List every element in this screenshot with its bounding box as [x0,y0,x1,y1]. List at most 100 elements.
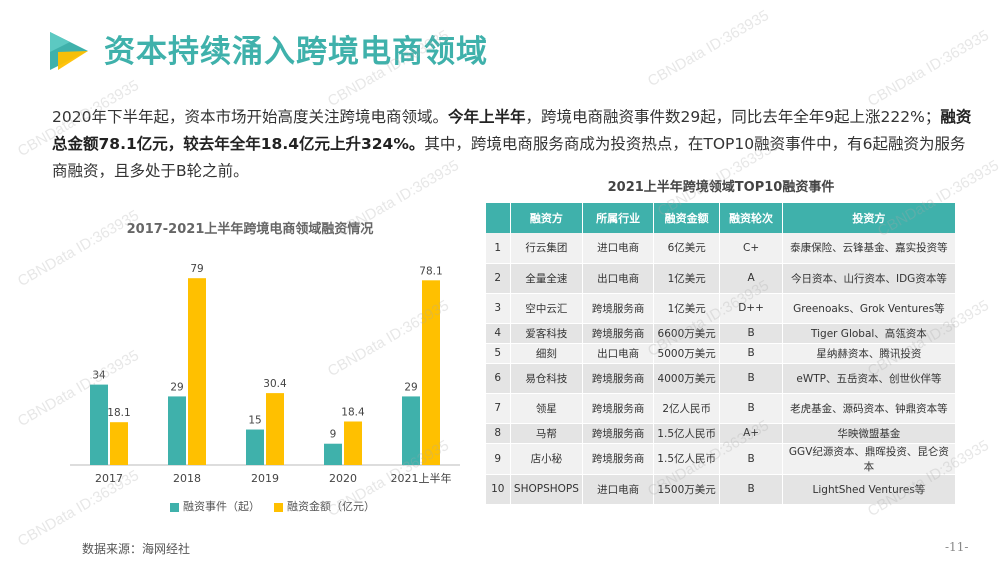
legend-item-events: 融资事件（起） [170,498,260,514]
table-row: 1 行云集团 进口电商 6亿美元 C+ 泰康保险、云锋基金、嘉实投资等 [486,233,957,264]
table-cell: eWTP、五岳资本、创世伙伴等 [782,363,957,394]
table-cell: 泰康保险、云锋基金、嘉实投资等 [782,233,957,264]
table-row: 9 店小秘 跨境服务商 1.5亿人民币 B GGV纪源资本、鼎晖投资、昆仑资本 [486,443,957,475]
table-header-cell: 投资方 [782,203,957,233]
table-cell: 行云集团 [510,233,584,264]
table-cell: 8 [486,423,511,444]
intro-text-3: 其中，跨境电商服务商成为投资热点，在TOP10融资事件中，有6起融资为服务商融资… [52,135,966,180]
intro-text-1: 2020年下半年起，资本市场开始高度关注跨境电商领域。 [52,108,448,126]
table-cell: 5000万美元 [653,343,721,364]
table-cell: C+ [719,233,783,264]
table-cell: 跨境服务商 [582,323,654,344]
table-header-row: 融资方 所属行业 融资金额 融资轮次 投资方 [486,203,957,233]
bar-amount [110,422,128,465]
table-cell: 3 [486,293,511,324]
bar-amount [422,280,440,465]
table-row: 8 马帮 跨境服务商 1.5亿人民币 A+ 华映微盟基金 [486,423,957,444]
table-cell: 华映微盟基金 [782,423,957,444]
table-cell: 2亿人民币 [653,393,721,424]
table-cell: 1500万美元 [653,474,721,505]
table-cell: 进口电商 [582,233,654,264]
logo-play-icon [50,32,88,70]
table-cell: 1亿美元 [653,293,721,324]
bar-events [402,396,420,465]
table-cell: 10 [486,474,511,505]
table-cell: 跨境服务商 [582,393,654,424]
table-header-cell: 融资方 [510,203,584,233]
x-tick-label: 2017 [95,472,123,485]
intro-paragraph: 2020年下半年起，资本市场开始高度关注跨境电商领域。今年上半年，跨境电商融资事… [52,104,972,185]
table-body: 1 行云集团 进口电商 6亿美元 C+ 泰康保险、云锋基金、嘉实投资等 2 全量全速 出口电商 1… [486,233,957,505]
table-cell: B [719,343,783,364]
table-row: 7 领星 跨境服务商 2亿人民币 B 老虎基金、源码资本、钟鼎资本等 [486,393,957,424]
table-row: 3 空中云汇 跨境服务商 1亿美元 D++ Greenoaks、Grok Ventures… [486,293,957,324]
table-cell: 1.5亿人民币 [653,423,721,444]
table-cell: B [719,363,783,394]
data-label: 18.1 [107,407,130,419]
page-title: 资本持续涌入跨境电商领域 [104,34,488,70]
x-tick-label: 2020 [329,472,357,485]
table-cell: 跨境服务商 [582,363,654,394]
intro-text-2: ，跨境电商融资事件数29起，同比去年全年9起上涨222%； [525,108,941,126]
data-label: 18.4 [341,406,365,418]
table-cell: 星纳赫资本、腾讯投资 [782,343,957,364]
table-cell: 6600万美元 [653,323,721,344]
table-cell: 细刻 [510,343,584,364]
table-row: 5 细刻 出口电商 5000万美元 B 星纳赫资本、腾讯投资 [486,343,957,364]
table-cell: 马帮 [510,423,584,444]
table-cell: 6 [486,363,511,394]
table-cell: 9 [486,443,511,475]
table-cell: 跨境服务商 [582,293,654,324]
table-cell: SHOPSHOPS [510,474,584,505]
table-cell: GGV纪源资本、鼎晖投资、昆仑资本 [782,443,957,475]
table-cell: 店小秘 [510,443,584,475]
table-cell: B [719,443,783,475]
table-cell: 爱客科技 [510,323,584,344]
intro-bold-1: 今年上半年 [447,108,526,126]
table-cell: Tiger Global、高瓴资本 [782,323,957,344]
table-header-cell: 融资轮次 [719,203,783,233]
data-source: 数据来源：海网经社 [82,542,191,556]
table-cell: B [719,323,783,344]
data-label: 9 [330,429,337,441]
table-cell: A [719,263,783,294]
legend-item-amount: 融资金额（亿元） [274,498,375,514]
table-cell: 5 [486,343,511,364]
table-cell: 出口电商 [582,343,654,364]
table-cell: 跨境服务商 [582,423,654,444]
x-tick-label: 2019 [251,472,279,485]
legend-label-events: 融资事件（起） [183,500,260,513]
table-row: 2 全量全速 出口电商 1亿美元 A 今日资本、山行资本、IDG资本等 [486,263,957,294]
table-cell: 2 [486,263,511,294]
top10-table: 融资方 所属行业 融资金额 融资轮次 投资方 1 行云集团 进口电商 6亿美元 C+ 泰康保险、云… [486,203,957,505]
table-cell: 易仓科技 [510,363,584,394]
table-cell: 1.5亿人民币 [653,443,721,475]
table-cell: 6亿美元 [653,233,721,264]
table-cell: 今日资本、山行资本、IDG资本等 [782,263,957,294]
table-header-cell: 融资金额 [653,203,721,233]
watermark-text: CBNData ID:363935 [864,26,992,111]
intro-bold-2: 融资总金额78.1亿元，较去年全年18.4亿元上升324%。 [52,108,972,153]
x-tick-label: 2021上半年 [391,471,452,485]
data-label: 30.4 [263,378,287,390]
data-label: 34 [92,370,106,382]
table-cell: 全量全速 [510,263,584,294]
table-cell: 7 [486,393,511,424]
table-cell: 1亿美元 [653,263,721,294]
table-cell: 4000万美元 [653,363,721,394]
data-label: 15 [248,415,261,427]
table-cell: 领星 [510,393,584,424]
table-row: 4 爱客科技 跨境服务商 6600万美元 B Tiger Global、高瓴资本 [486,323,957,344]
bar-amount [266,393,284,465]
data-label: 29 [170,381,183,393]
table-cell: Greenoaks、Grok Ventures等 [782,293,957,324]
table-cell: 老虎基金、源码资本、钟鼎资本等 [782,393,957,424]
chart-title: 2017-2021上半年跨境电商领域融资情况 [126,222,374,237]
table-cell: 跨境服务商 [582,443,654,475]
data-label: 29 [404,381,417,393]
watermark-text: CBNData ID:363935 [644,6,772,91]
table-cell: 出口电商 [582,263,654,294]
x-tick-label: 2018 [173,472,201,485]
table-header-cell: 所属行业 [582,203,654,233]
table-cell: 4 [486,323,511,344]
